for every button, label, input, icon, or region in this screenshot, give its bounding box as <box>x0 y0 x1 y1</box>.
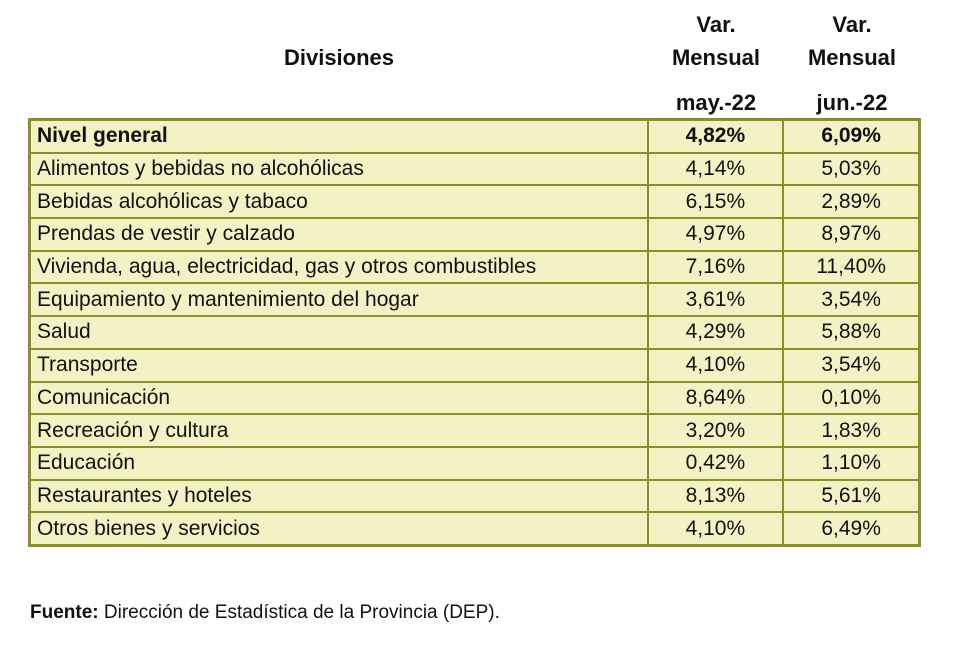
row-name: Salud <box>28 315 649 350</box>
row-name: Bebidas alcohólicas y tabaco <box>28 184 649 220</box>
row-jun-value: 2,89% <box>782 184 921 220</box>
table-row: Educación 0,42% 1,10% <box>28 445 921 481</box>
row-may-value: 4,82% <box>646 118 785 154</box>
row-jun-value: 0,10% <box>782 380 921 416</box>
row-jun-value: 1,83% <box>782 413 921 448</box>
row-name: Recreación y cultura <box>28 413 649 448</box>
row-jun-value: 6,09% <box>782 118 921 154</box>
row-jun-value: 6,49% <box>782 511 921 547</box>
row-jun-value: 5,03% <box>782 151 921 187</box>
header-divisiones: Divisiones <box>283 45 395 70</box>
row-name: Comunicación <box>28 380 649 416</box>
divisions-table: Nivel general 4,82% 6,09% Alimentos y be… <box>28 118 921 547</box>
source-note: Fuente: Dirección de Estadística de la P… <box>30 602 500 624</box>
row-may-value: 8,13% <box>646 478 785 514</box>
row-jun-value: 11,40% <box>782 249 921 285</box>
row-jun-value: 8,97% <box>782 217 921 252</box>
source-label: Fuente: <box>30 602 99 623</box>
table-row: Recreación y cultura 3,20% 1,83% <box>28 413 921 448</box>
header-col-may: Var. Mensual may.-22 <box>648 0 784 118</box>
header-jun-line1: Var. <box>832 12 872 37</box>
row-name: Otros bienes y servicios <box>28 511 649 547</box>
row-may-value: 3,61% <box>646 282 785 318</box>
header-jun-period: jun.-22 <box>816 90 888 115</box>
table-row: Bebidas alcohólicas y tabaco 6,15% 2,89% <box>28 184 921 220</box>
header-may-line2: Mensual <box>671 45 761 70</box>
row-name: Restaurantes y hoteles <box>28 478 649 514</box>
row-name: Educación <box>28 445 649 481</box>
header-may-period: may.-22 <box>675 90 757 115</box>
source-text: Dirección de Estadística de la Provincia… <box>98 602 500 623</box>
row-name: Equipamiento y mantenimiento del hogar <box>28 282 649 318</box>
table-row: Prendas de vestir y calzado 4,97% 8,97% <box>28 217 921 252</box>
table-row: Comunicación 8,64% 0,10% <box>28 380 921 416</box>
row-may-value: 4,14% <box>646 151 785 187</box>
row-may-value: 4,10% <box>646 347 785 383</box>
row-may-value: 6,15% <box>646 184 785 220</box>
row-may-value: 8,64% <box>646 380 785 416</box>
row-may-value: 0,42% <box>646 445 785 481</box>
row-jun-value: 3,54% <box>782 282 921 318</box>
table-row: Otros bienes y servicios 4,10% 6,49% <box>28 511 921 547</box>
row-may-value: 4,97% <box>646 217 785 252</box>
table-row: Vivienda, agua, electricidad, gas y otro… <box>28 249 921 285</box>
table-row-nivel-general: Nivel general 4,82% 6,09% <box>28 118 921 154</box>
row-jun-value: 5,88% <box>782 315 921 350</box>
table-row: Equipamiento y mantenimiento del hogar 3… <box>28 282 921 318</box>
table-row: Restaurantes y hoteles 8,13% 5,61% <box>28 478 921 514</box>
row-name: Transporte <box>28 347 649 383</box>
header-col-jun: Var. Mensual jun.-22 <box>784 0 920 118</box>
row-name: Alimentos y bebidas no alcohólicas <box>28 151 649 187</box>
row-jun-value: 3,54% <box>782 347 921 383</box>
row-may-value: 7,16% <box>646 249 785 285</box>
row-may-value: 4,10% <box>646 511 785 547</box>
row-may-value: 3,20% <box>646 413 785 448</box>
row-jun-value: 5,61% <box>782 478 921 514</box>
header-may-line1: Var. <box>696 12 736 37</box>
row-name: Prendas de vestir y calzado <box>28 217 649 252</box>
table-row: Transporte 4,10% 3,54% <box>28 347 921 383</box>
row-may-value: 4,29% <box>646 315 785 350</box>
row-name: Nivel general <box>28 118 649 154</box>
header-jun-line2: Mensual <box>807 45 897 70</box>
row-jun-value: 1,10% <box>782 445 921 481</box>
table-header: Divisiones Var. Mensual may.-22 Var. Men… <box>0 0 970 118</box>
row-name: Vivienda, agua, electricidad, gas y otro… <box>28 249 649 285</box>
table-row: Salud 4,29% 5,88% <box>28 315 921 350</box>
table-row: Alimentos y bebidas no alcohólicas 4,14%… <box>28 151 921 187</box>
